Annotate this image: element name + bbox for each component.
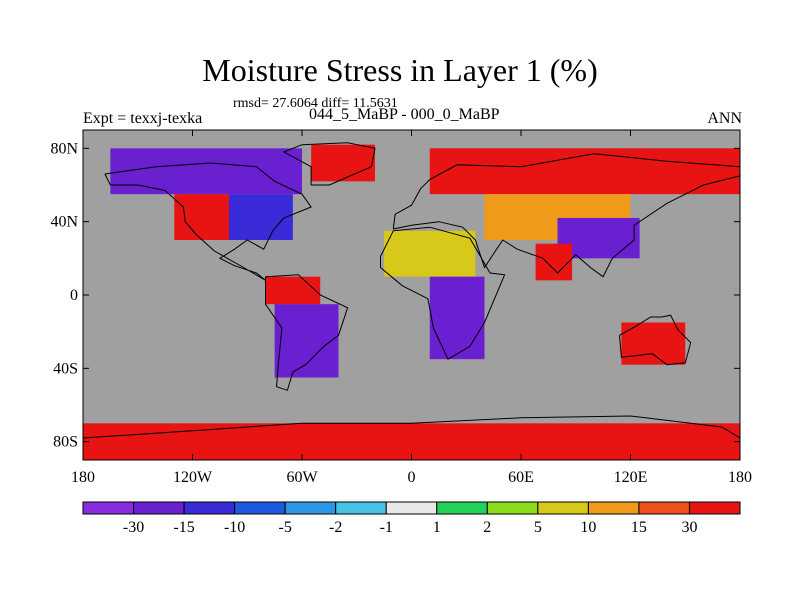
experiment-label: Expt = texxj-texka — [83, 110, 203, 127]
colorbar-label: 1 — [433, 519, 441, 536]
y-tick-label: 80N — [50, 140, 78, 157]
y-tick-label: 80S — [53, 434, 78, 451]
colorbar-label: 2 — [483, 519, 491, 536]
region-africa-south — [429, 276, 485, 360]
region-antarctica — [83, 423, 740, 460]
colorbar-label: -15 — [173, 519, 194, 536]
colorbar-box — [234, 501, 286, 515]
colorbar-box — [284, 501, 337, 515]
y-tick-label: 40N — [50, 214, 78, 231]
colorbar-label: -5 — [278, 519, 291, 536]
x-tick-label: 180 — [728, 469, 752, 486]
colorbar-label: 10 — [580, 519, 596, 536]
coastline-7 — [83, 415, 740, 439]
x-tick-label: 120W — [173, 469, 213, 486]
colorbar: -30 -15 -10 -5 -2 -1 1 2 5 10 15 30 — [82, 501, 741, 536]
x-axis: 180 120W 60W 0 60E 120E 180 — [71, 130, 752, 486]
region-south-america-south — [274, 304, 339, 378]
x-tick-label: 0 — [408, 469, 416, 486]
colorbar-box — [436, 501, 488, 515]
colorbar-label: 15 — [631, 519, 647, 536]
y-tick-label: 40S — [53, 360, 78, 377]
region-india — [535, 243, 573, 281]
coastline-6 — [619, 314, 692, 366]
coastline-3 — [282, 142, 376, 186]
region-greenland — [311, 144, 375, 182]
colorbar-label: -10 — [224, 519, 245, 536]
colorbar-box — [82, 501, 135, 515]
colorbar-box — [638, 501, 690, 515]
chart-title: Moisture Stress in Layer 1 (%) — [202, 52, 598, 88]
colorbar-box — [587, 501, 640, 515]
colorbar-box — [537, 501, 589, 515]
region-north-america-north — [110, 148, 302, 195]
stats-line: rmsd= 27.6064 diff= 11.5631 — [233, 96, 398, 111]
colorbar-box — [335, 501, 387, 515]
coastline-5 — [392, 153, 740, 278]
region-south-america-north — [265, 276, 321, 305]
coastline-4 — [380, 226, 506, 360]
x-tick-label: 180 — [71, 469, 95, 486]
region-north-america-central — [229, 194, 293, 240]
region-north-america-west — [174, 194, 229, 240]
coastline-2 — [265, 274, 349, 391]
region-eurasia-north — [429, 148, 740, 195]
y-tick-label: 0 — [70, 287, 78, 304]
colorbar-box — [385, 501, 438, 515]
colorbar-label: -1 — [380, 519, 393, 536]
y-axis: 80S 40S 0 40N 80N — [50, 140, 740, 451]
colorbar-label: 30 — [681, 519, 697, 536]
x-tick-label: 60E — [508, 469, 534, 486]
colorbar-label: 5 — [534, 519, 542, 536]
chart-subtitle: 044_5_MaBP - 000_0_MaBP — [309, 106, 500, 123]
x-tick-label: 120E — [614, 469, 648, 486]
coastline-1 — [104, 162, 312, 281]
colorbar-box — [133, 501, 185, 515]
coastlines — [83, 142, 740, 439]
region-cells — [83, 144, 740, 460]
colorbar-box — [183, 501, 236, 515]
colorbar-label: -30 — [123, 519, 144, 536]
colorbar-box — [688, 501, 741, 515]
season-label: ANN — [707, 110, 742, 127]
colorbar-label: -2 — [329, 519, 342, 536]
x-tick-label: 60W — [286, 469, 318, 486]
region-africa-north — [384, 230, 476, 277]
region-australia — [621, 322, 686, 365]
colorbar-box — [486, 501, 539, 515]
